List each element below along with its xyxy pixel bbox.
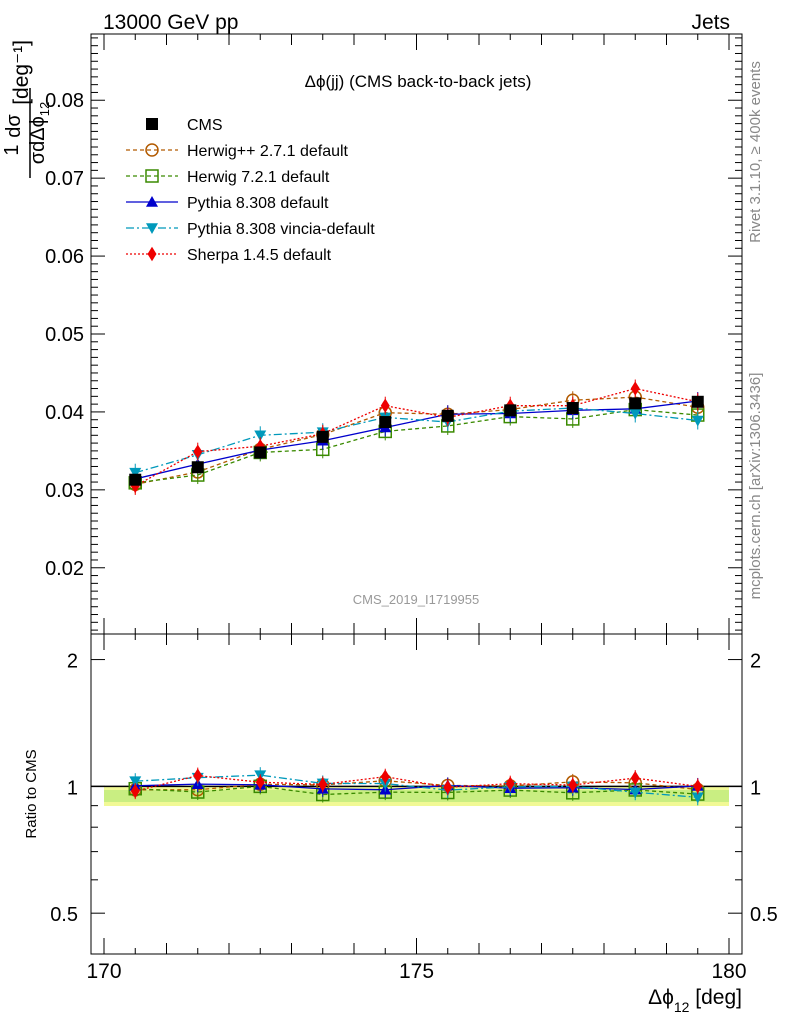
x-axis-label: Δϕ12 [deg] — [648, 986, 742, 1015]
series-line-sherpa-1-4-5-default — [134, 387, 698, 487]
point-cms — [566, 402, 579, 415]
svg-text:1: 1 — [1, 144, 23, 155]
header-left: 13000 GeV pp — [103, 11, 238, 34]
ratio-point-sherpa-1-4-5-default — [318, 777, 328, 792]
ratio-y-axis-label: Ratio to CMS — [23, 749, 40, 838]
legend-marker-pythia-8-308-default — [146, 196, 158, 207]
x-tick-label: 175 — [399, 960, 434, 983]
legend-label-cms: CMS — [187, 117, 223, 134]
main-y-axis-unit: [deg⁻¹] — [10, 40, 33, 105]
point-sherpa-1-4-5-default — [193, 444, 203, 459]
legend-marker-sherpa-1-4-5-default — [147, 246, 157, 262]
main-y-tick-label: 0.05 — [45, 324, 84, 346]
ratio-point-sherpa-1-4-5-default — [130, 783, 140, 799]
main-y-axis-ticks: 0.02 0.03 0.04 0.05 0.06 0.07 0.08 — [45, 37, 742, 631]
point-pythia-8-308-vincia-default — [254, 430, 267, 442]
header-right: Jets — [691, 11, 730, 34]
ratio-point-sherpa-1-4-5-default — [443, 780, 453, 795]
ratio-y-tick-label: 1 — [67, 777, 78, 799]
main-y-tick-label: 0.04 — [45, 402, 84, 424]
legend: CMS Herwig++ 2.7.1 default Herwig 7.2.1 de… — [126, 117, 375, 264]
main-series-group — [128, 379, 705, 495]
point-cms — [379, 416, 392, 429]
ratio-point-sherpa-1-4-5-default — [505, 776, 515, 791]
point-pythia-8-308-vincia-default — [629, 408, 642, 420]
ratio-line-herwig-7-2-1-default — [135, 785, 698, 796]
legend-marker-cms — [146, 118, 158, 130]
legend-marker-herwig-2-7-1-default — [145, 143, 159, 157]
main-y-tick-label: 0.06 — [45, 246, 84, 268]
point-cms — [504, 404, 517, 417]
main-y-tick-label: 0.08 — [45, 90, 84, 112]
x-axis-ticks: 170 175 180 — [86, 34, 747, 983]
point-sherpa-1-4-5-default — [380, 398, 390, 413]
point-cms — [441, 409, 454, 422]
main-y-tick-label: 0.07 — [45, 168, 84, 190]
ratio-series-group — [128, 767, 705, 806]
ratio-point-pythia-8-308-vincia-default — [629, 787, 642, 799]
series-line-pythia-8-308-vincia-default — [135, 407, 698, 474]
ratio-point-sherpa-1-4-5-default — [630, 770, 640, 786]
point-cms — [191, 461, 204, 474]
mcplots-label: mcplots.cern.ch [arXiv:1306.3436] — [747, 373, 764, 600]
ratio-point-sherpa-1-4-5-default — [193, 768, 203, 783]
ratio-point-pythia-8-308-vincia-default — [129, 776, 142, 788]
legend-label-herwig-2-7-1-default: Herwig++ 2.7.1 default — [187, 143, 349, 160]
point-cms — [129, 473, 142, 486]
ratio-line-pythia-8-308-default — [135, 783, 698, 791]
legend-label-herwig-7-2-1-default: Herwig 7.2.1 default — [187, 169, 330, 186]
legend-marker-herwig-7-2-1-default — [145, 169, 159, 183]
legend-marker-pythia-8-308-vincia-default — [146, 223, 158, 234]
ratio-y-tick-label: 0.5 — [50, 904, 78, 926]
svg-text:dσ: dσ — [3, 114, 25, 138]
ratio-y-tick-label-right: 0.5 — [750, 904, 778, 926]
plot-title: Δϕ(jj) (CMS back-to-back jets) — [305, 72, 532, 91]
rivet-label: Rivet 3.1.10, ≥ 400k events — [747, 61, 764, 243]
point-sherpa-1-4-5-default — [630, 381, 640, 396]
point-pythia-8-308-vincia-default — [691, 415, 704, 427]
legend-label-pythia-8-308-vincia-default: Pythia 8.308 vincia-default — [187, 221, 375, 238]
ratio-point-sherpa-1-4-5-default — [693, 779, 703, 794]
series-line-herwig-7-2-1-default — [135, 408, 698, 484]
x-tick-label: 180 — [711, 960, 746, 983]
series-line-pythia-8-308-default — [135, 400, 698, 480]
main-y-tick-label: 0.03 — [45, 480, 84, 502]
main-y-tick-label: 0.02 — [45, 558, 84, 580]
ratio-line-sherpa-1-4-5-default — [135, 774, 698, 792]
ratio-line-herwig-2-7-1-default — [135, 780, 698, 791]
ratio-point-sherpa-1-4-5-default — [380, 769, 390, 784]
legend-label-sherpa-1-4-5-default: Sherpa 1.4.5 default — [187, 247, 332, 264]
ratio-y-tick-label-right: 1 — [750, 777, 761, 799]
ratio-point-sherpa-1-4-5-default — [568, 777, 578, 793]
x-tick-label: 170 — [86, 960, 121, 983]
ratio-point-sherpa-1-4-5-default — [255, 775, 265, 790]
point-cms — [316, 430, 329, 443]
ratio-y-tick-label-right: 2 — [750, 651, 761, 673]
watermark: CMS_2019_I1719955 — [353, 592, 480, 607]
point-cms — [691, 395, 704, 408]
point-pythia-8-308-vincia-default — [129, 467, 142, 479]
ratio-y-tick-label: 2 — [67, 651, 78, 673]
point-cms — [254, 446, 267, 459]
point-cms — [629, 397, 642, 410]
ratio-point-pythia-8-308-vincia-default — [691, 792, 704, 804]
legend-label-pythia-8-308-default: Pythia 8.308 default — [187, 195, 329, 212]
ratio-line-pythia-8-308-vincia-default — [135, 774, 698, 798]
